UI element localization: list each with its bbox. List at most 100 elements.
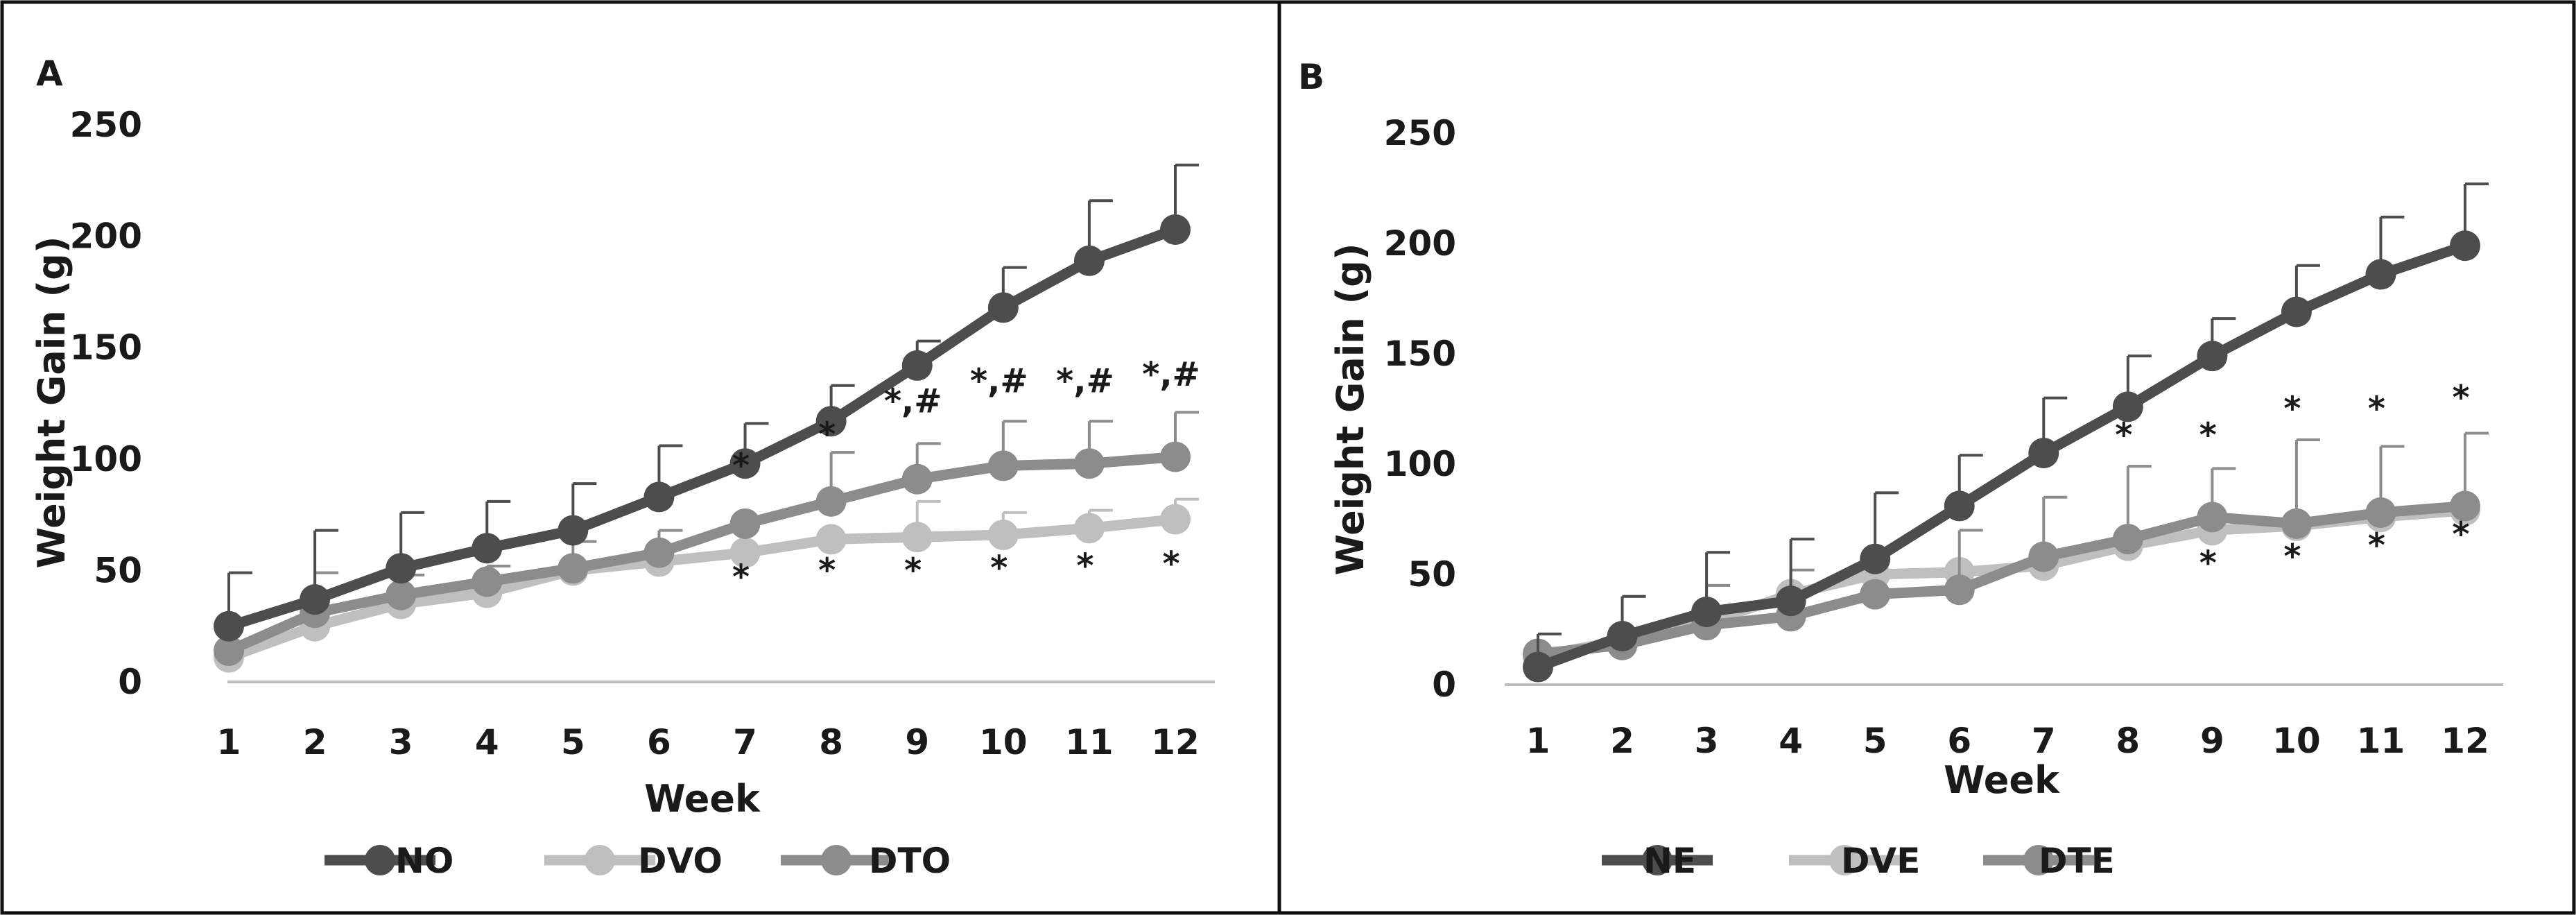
legend-item-dvo: DVO [544, 841, 723, 881]
x-tick-label: 8 [819, 722, 843, 762]
x-tick-label: 5 [1863, 721, 1887, 761]
data-point [1160, 214, 1191, 245]
legend-label: NE [1643, 841, 1696, 881]
x-tick-label: 7 [733, 722, 757, 762]
data-point [987, 520, 1019, 551]
legend-label: DVO [638, 841, 723, 881]
significance-marker: * [2452, 515, 2469, 554]
data-point [1775, 585, 1806, 617]
significance-marker: *,# [970, 361, 1028, 400]
data-point [386, 553, 417, 584]
data-point [643, 481, 675, 513]
data-point [472, 566, 503, 597]
legend-item-ne: NE [1602, 841, 1713, 881]
y-tick-label: 0 [1432, 665, 1456, 705]
data-point [2450, 490, 2480, 522]
x-tick-label: 6 [1947, 721, 1971, 761]
data-point [557, 515, 589, 546]
y-tick-label: 50 [94, 550, 142, 590]
legend-item-dve: DVE [1789, 841, 1920, 881]
data-point [1523, 651, 1553, 683]
x-tick-label: 10 [2272, 721, 2321, 761]
y-tick-label: 50 [1408, 554, 1456, 595]
x-tick-label: 11 [2357, 721, 2405, 761]
y-tick-label: 150 [1384, 334, 1456, 374]
legend-label: NO [395, 841, 453, 881]
data-point [2281, 296, 2312, 327]
legend-label: DTO [869, 841, 951, 881]
y-tick-label: 100 [1384, 444, 1456, 484]
x-tick-label: 9 [2200, 721, 2224, 761]
data-point [386, 579, 417, 610]
data-point [1860, 543, 1891, 574]
y-axis-label: Weight Gain (g) [1329, 243, 1372, 575]
significance-marker: * [818, 551, 836, 590]
significance-marker: * [1162, 545, 1179, 583]
significance-marker: * [2452, 379, 2469, 418]
data-point [1073, 513, 1105, 544]
data-point [1944, 490, 1975, 522]
x-tick-label: 7 [2032, 721, 2056, 761]
data-point [729, 448, 761, 479]
legend-marker [365, 845, 395, 875]
data-point [2450, 230, 2480, 262]
data-point [815, 486, 847, 517]
legend-marker [2023, 845, 2054, 875]
data-point [214, 610, 244, 642]
x-tick-label: 2 [1610, 721, 1634, 761]
significance-marker: * [818, 416, 836, 454]
x-axis-label: Week [1944, 758, 2060, 802]
significance-marker: * [732, 446, 750, 485]
y-tick-label: 250 [1384, 113, 1456, 153]
series-ne [1523, 182, 2489, 683]
significance-marker: * [2368, 389, 2385, 428]
data-point [643, 537, 675, 568]
legend-marker [1642, 845, 1672, 875]
legend-item-dto: DTO [781, 841, 951, 881]
y-tick-label: 150 [70, 327, 142, 368]
x-axis-label: Week [644, 777, 761, 821]
y-axis-label: Weight Gain (g) [30, 236, 74, 568]
legend-label: DVE [1841, 841, 1920, 881]
data-point [815, 524, 847, 555]
data-point [901, 522, 933, 553]
significance-marker: * [2199, 544, 2217, 583]
significance-marker: * [904, 551, 922, 590]
significance-marker: * [2115, 416, 2132, 455]
data-point [1860, 579, 1891, 610]
x-tick-label: 3 [1695, 721, 1719, 761]
data-point [2197, 502, 2228, 533]
x-tick-label: 3 [389, 722, 413, 762]
legend-item-dte: DTE [1983, 841, 2115, 881]
data-point [987, 450, 1019, 481]
significance-marker: * [2368, 527, 2385, 565]
data-point [1160, 504, 1191, 535]
x-tick-label: 4 [475, 722, 499, 762]
panel-label: B [1298, 57, 1324, 97]
x-tick-label: 1 [1526, 721, 1550, 761]
significance-marker: * [1076, 547, 1093, 585]
data-point [987, 292, 1019, 323]
data-point [2028, 438, 2059, 469]
x-tick-label: 1 [217, 722, 241, 762]
legend-label: DTE [2039, 841, 2115, 881]
legend-marker [821, 845, 852, 875]
data-point [2365, 497, 2396, 528]
significance-marker: * [2283, 389, 2301, 428]
significance-marker: * [2199, 416, 2217, 455]
significance-marker: *,# [1056, 361, 1114, 400]
legend-marker [1829, 845, 1860, 875]
legend-item-no: NO [325, 841, 453, 881]
x-tick-label: 12 [1151, 722, 1200, 762]
data-point [557, 553, 589, 584]
y-tick-label: 200 [70, 216, 142, 257]
data-point [815, 406, 847, 437]
legend-marker [585, 845, 615, 875]
x-tick-label: 6 [647, 722, 671, 762]
significance-marker: *,# [884, 382, 942, 420]
data-point [901, 463, 933, 495]
data-point [2281, 508, 2312, 539]
